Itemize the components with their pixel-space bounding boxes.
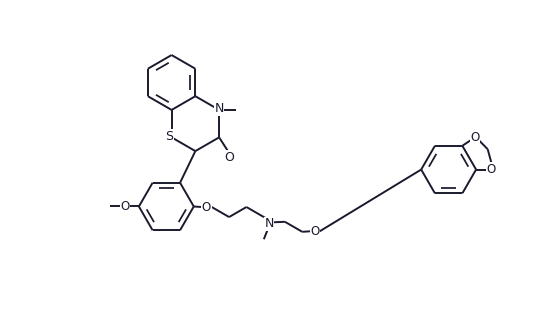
- Text: S: S: [165, 130, 173, 143]
- Text: O: O: [486, 163, 496, 176]
- Text: N: N: [215, 102, 224, 115]
- Text: O: O: [310, 225, 320, 238]
- Text: O: O: [121, 200, 130, 213]
- Text: N: N: [265, 218, 274, 231]
- Text: O: O: [202, 201, 211, 213]
- Text: O: O: [470, 131, 480, 144]
- Text: O: O: [225, 151, 234, 164]
